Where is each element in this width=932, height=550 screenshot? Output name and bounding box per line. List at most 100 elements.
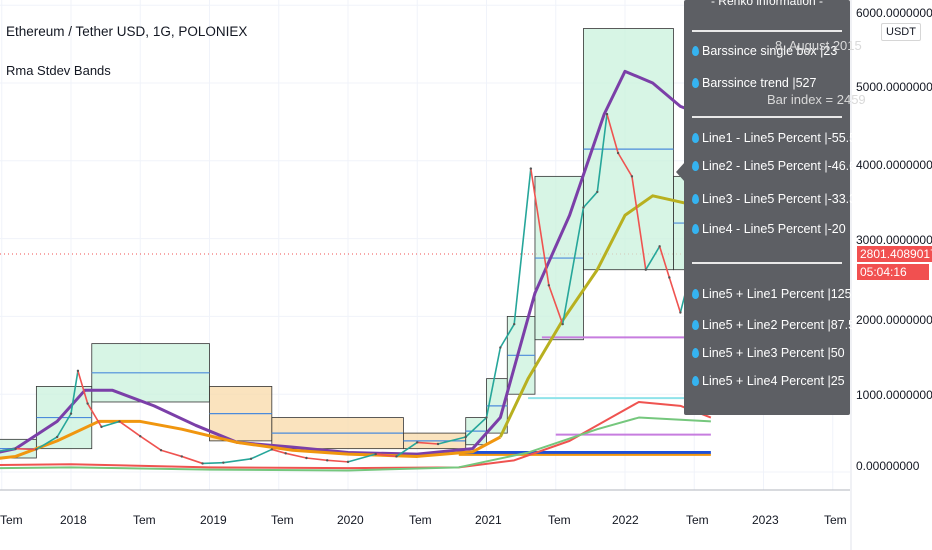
price-segment xyxy=(668,277,682,313)
price-series xyxy=(0,112,713,465)
time-axis-label: Tem xyxy=(0,513,23,527)
price-segment xyxy=(631,176,647,270)
price-segment xyxy=(250,448,273,460)
price-segment xyxy=(77,370,89,404)
price-segment xyxy=(35,436,58,451)
green-band-line xyxy=(0,416,711,472)
price-axis-label: 2000.00000000 xyxy=(856,313,932,327)
price-segment xyxy=(437,436,466,445)
last-price-badge: 2801.40890171 xyxy=(857,246,932,262)
price-segment xyxy=(119,420,141,437)
price-segment xyxy=(617,152,633,177)
price-point xyxy=(118,420,121,423)
price-point xyxy=(346,460,350,464)
time-axis-label: Tem xyxy=(271,513,294,527)
price-point xyxy=(529,167,533,170)
info-row: Line5 + Line2 Percent |87.5 xyxy=(692,318,855,332)
price-segment xyxy=(285,452,307,459)
price-axis-label: 4000.00000000 xyxy=(856,158,932,172)
price-segment xyxy=(582,191,598,209)
price-point xyxy=(679,311,682,314)
renko-info-panel: - Renko information - Barssince single b… xyxy=(684,0,863,415)
price-point xyxy=(616,151,620,155)
price-point xyxy=(561,322,564,326)
time-axis-label: Tem xyxy=(409,513,432,527)
info-separator xyxy=(692,262,842,264)
info-row: Barssince trend |527 xyxy=(692,76,816,90)
pin-icon xyxy=(692,376,699,386)
pin-icon xyxy=(692,320,699,330)
time-axis-label: 2022 xyxy=(612,513,639,527)
pin-icon xyxy=(692,194,699,204)
price-point xyxy=(513,322,516,326)
info-row: Barssince single box |23 xyxy=(692,44,837,58)
info-row: Line4 - Line5 Percent |-20 xyxy=(692,222,846,236)
price-point xyxy=(374,452,377,456)
price-segment xyxy=(375,453,397,458)
time-axis-label: Tem xyxy=(548,513,571,527)
price-point xyxy=(270,448,274,451)
price-segment xyxy=(513,168,532,325)
price-segment xyxy=(70,370,79,414)
info-panel-pointer xyxy=(676,162,685,182)
price-segment xyxy=(15,447,37,451)
renko-boxes xyxy=(0,28,712,459)
price-point xyxy=(596,190,599,194)
price-segment xyxy=(596,114,608,193)
price-point xyxy=(326,459,329,462)
purple-band-line xyxy=(0,69,712,456)
price-point xyxy=(100,425,103,429)
price-point xyxy=(222,461,225,464)
price-axis-label: 1000.00000000 xyxy=(856,388,932,402)
price-point xyxy=(436,442,440,446)
date-overlay: 8. August 2015 xyxy=(775,38,862,53)
price-point xyxy=(644,268,647,271)
pin-icon xyxy=(692,161,699,171)
price-segment xyxy=(139,435,162,451)
price-point xyxy=(305,456,308,460)
price-segment xyxy=(645,245,661,271)
info-separator xyxy=(692,30,842,32)
pin-icon xyxy=(692,46,699,56)
price-point xyxy=(180,455,183,458)
price-segment xyxy=(202,461,224,465)
price-point xyxy=(86,402,89,405)
price-point xyxy=(69,412,73,415)
info-panel-title: - Renko information - xyxy=(710,0,824,8)
symbol-title: Ethereum / Tether USD, 1G, POLONIEX xyxy=(6,24,248,39)
price-point xyxy=(582,206,585,209)
info-row: Line5 + Line1 Percent |125 xyxy=(692,287,852,301)
price-segment xyxy=(548,285,564,325)
price-point xyxy=(201,462,204,465)
price-point xyxy=(605,112,609,116)
price-segment xyxy=(223,457,252,464)
price-point xyxy=(630,175,634,178)
price-segment xyxy=(86,403,103,428)
time-axis-label: 2021 xyxy=(475,513,502,527)
price-segment xyxy=(485,347,502,418)
price-segment xyxy=(658,246,671,278)
price-point xyxy=(485,416,488,419)
price-segment xyxy=(160,449,183,458)
price-segment xyxy=(327,459,349,463)
price-point xyxy=(416,441,419,444)
price-segment xyxy=(101,420,120,428)
price-point xyxy=(249,457,253,460)
pin-icon xyxy=(692,289,699,299)
info-row: Line2 - Line5 Percent |-46.67 xyxy=(692,159,863,173)
price-point xyxy=(139,435,142,438)
price-segment xyxy=(56,413,72,438)
currency-button[interactable]: USDT xyxy=(881,23,921,41)
olive-band-line xyxy=(498,194,712,438)
info-row: Line3 - Line5 Percent |-33.33 xyxy=(692,192,863,206)
price-segment xyxy=(561,207,585,325)
price-point xyxy=(55,435,59,439)
info-row: Line5 + Line4 Percent |25 xyxy=(692,374,845,388)
price-point xyxy=(159,449,163,452)
orange-band-line xyxy=(0,419,502,460)
price-segment xyxy=(499,323,515,348)
price-segment xyxy=(306,457,328,462)
price-point xyxy=(395,455,398,458)
indicator-name[interactable]: Rma Stdev Bands xyxy=(6,63,111,78)
price-segment xyxy=(465,416,488,438)
